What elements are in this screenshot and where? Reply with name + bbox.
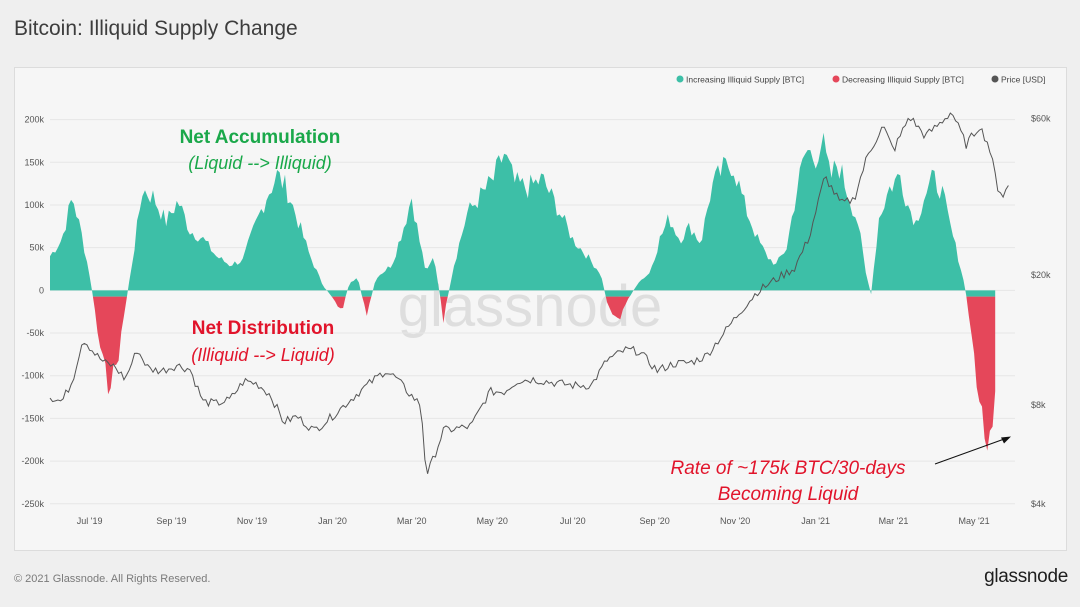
footer-copyright: © 2021 Glassnode. All Rights Reserved. bbox=[14, 573, 211, 585]
y-left-tick-label: 200k bbox=[24, 115, 44, 125]
legend: Increasing Illiquid Supply [BTC] Decreas… bbox=[676, 75, 1045, 85]
distribution-subtitle: (Illiquid --> Liquid) bbox=[191, 345, 335, 365]
y-right-tick-label: $8k bbox=[1031, 400, 1046, 410]
y-left-tick-label: -50k bbox=[26, 328, 44, 338]
x-tick-label: Sep '19 bbox=[156, 516, 186, 526]
legend-increase-dot bbox=[676, 75, 684, 83]
y-right-tick-label: $4k bbox=[1031, 499, 1046, 509]
page-title: Bitcoin: Illiquid Supply Change bbox=[14, 17, 298, 40]
y-axis-right: $60k $20k $8k $4k bbox=[1031, 114, 1051, 509]
rate-annotation-line1: Rate of ~175k BTC/30-days bbox=[671, 458, 906, 479]
x-tick-label: Jul '20 bbox=[560, 516, 586, 526]
y-left-tick-label: -250k bbox=[21, 499, 44, 509]
x-tick-label: May '21 bbox=[958, 516, 989, 526]
x-tick-label: Sep '20 bbox=[639, 516, 669, 526]
price-line bbox=[49, 112, 1009, 474]
accumulation-title: Net Accumulation bbox=[180, 127, 341, 148]
accumulation-subtitle: (Liquid --> Illiquid) bbox=[188, 153, 332, 173]
y-left-tick-label: -150k bbox=[21, 413, 44, 423]
y-left-tick-label: 100k bbox=[24, 200, 44, 210]
legend-price-dot bbox=[991, 75, 999, 83]
y-left-tick-label: -100k bbox=[21, 371, 44, 381]
illiquid-supply-chart: glassnode 200k150k100k50k0-50k-100k-150k… bbox=[21, 75, 1051, 527]
legend-price-label: Price [USD] bbox=[1001, 75, 1045, 85]
y-right-tick-label: $20k bbox=[1031, 270, 1051, 280]
x-axis: Jul '19 Sep '19 Nov '19 Jan '20 Mar '20 May '… bbox=[77, 516, 990, 526]
x-tick-label: Nov '20 bbox=[720, 516, 750, 526]
x-tick-label: Mar '20 bbox=[397, 516, 427, 526]
y-left-tick-label: -200k bbox=[21, 456, 44, 466]
y-left-tick-label: 50k bbox=[29, 243, 44, 253]
y-right-tick-label: $60k bbox=[1031, 114, 1051, 124]
x-tick-label: Jan '20 bbox=[318, 516, 347, 526]
y-left-tick-label: 150k bbox=[24, 157, 44, 167]
distribution-title: Net Distribution bbox=[192, 318, 335, 339]
y-left-tick-label: 0 bbox=[39, 285, 44, 295]
legend-decrease-label: Decreasing Illiquid Supply [BTC] bbox=[842, 75, 964, 85]
x-tick-label: Jan '21 bbox=[801, 516, 830, 526]
legend-increase-label: Increasing Illiquid Supply [BTC] bbox=[686, 75, 804, 85]
legend-decrease-dot bbox=[832, 75, 840, 83]
chart-panel: glassnode 200k 150k 100k 50k 0 -50k -100k -150k… bbox=[14, 67, 1067, 551]
increasing-illiquid-area bbox=[50, 132, 996, 297]
x-tick-label: Jul '19 bbox=[77, 516, 103, 526]
y-axis-left: 200k 150k 100k 50k 0 -50k -100k -150k -200k -250k bbox=[21, 115, 44, 509]
rate-annotation-line2: Becoming Liquid bbox=[718, 484, 860, 505]
x-tick-label: Nov '19 bbox=[237, 516, 267, 526]
x-tick-label: May '20 bbox=[477, 516, 508, 526]
glassnode-logo: glassnode bbox=[984, 566, 1068, 587]
rate-annotation-arrow bbox=[934, 436, 1011, 465]
x-tick-label: Mar '21 bbox=[879, 516, 909, 526]
